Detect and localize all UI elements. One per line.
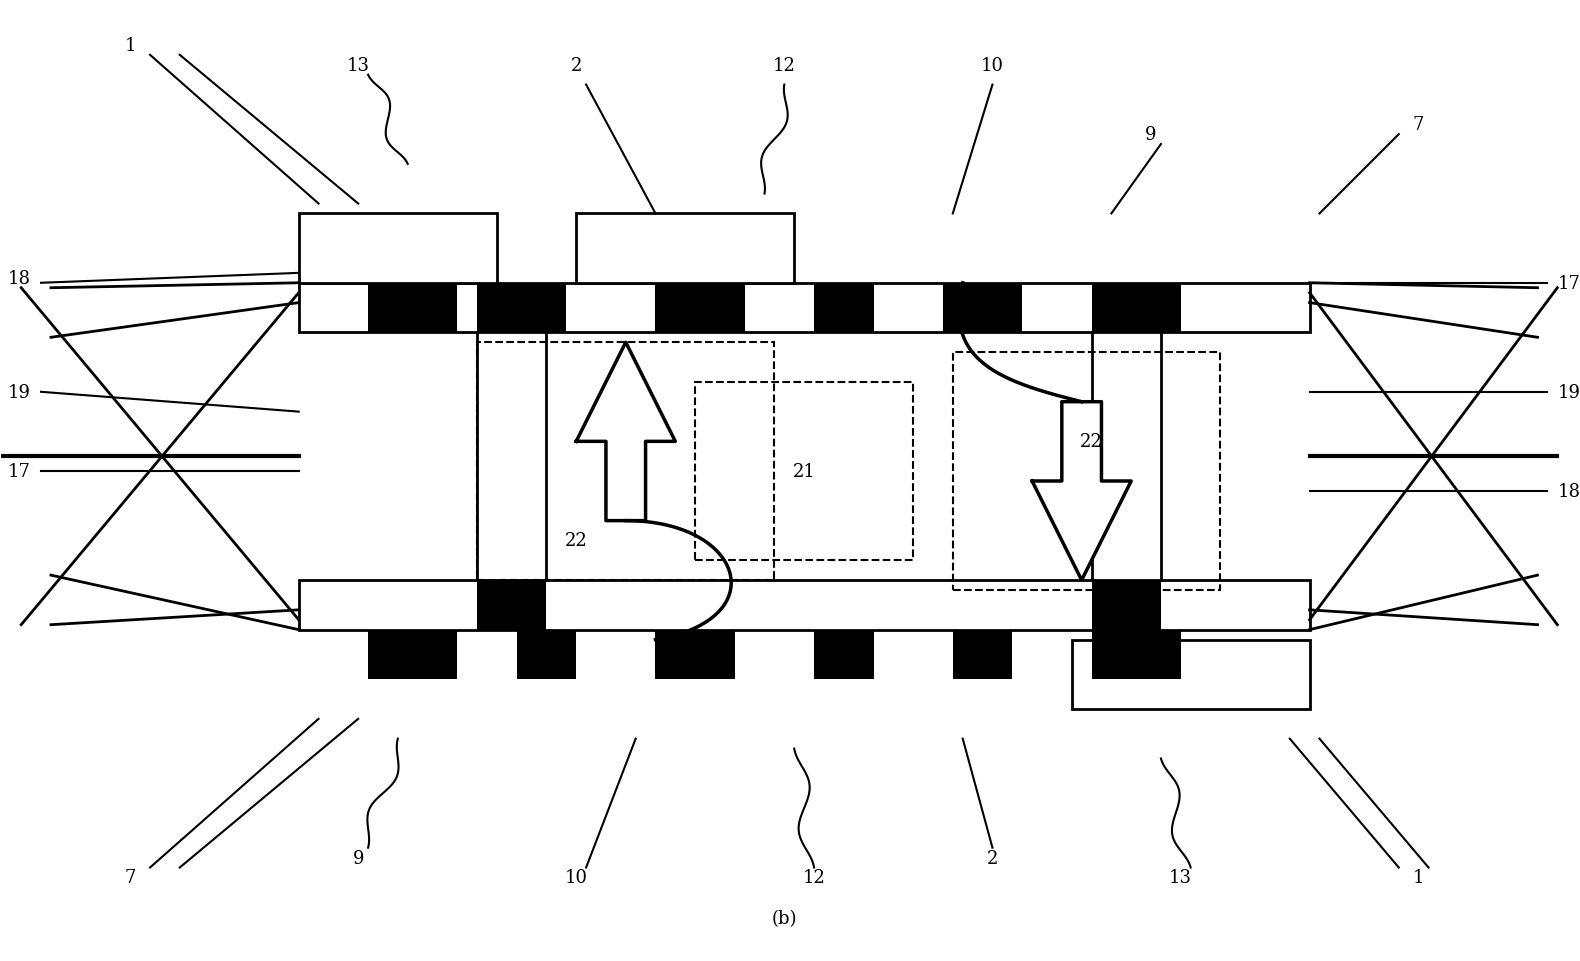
Bar <box>477 580 547 630</box>
Polygon shape <box>577 343 675 521</box>
Bar <box>1092 333 1161 580</box>
Text: 2: 2 <box>570 57 581 75</box>
Text: 17: 17 <box>1558 275 1580 292</box>
Text: 10: 10 <box>981 57 1003 75</box>
Text: 19: 19 <box>1558 383 1580 402</box>
Text: 9: 9 <box>352 849 363 867</box>
Text: 18: 18 <box>1558 482 1580 501</box>
Bar <box>299 214 498 283</box>
Bar <box>299 580 1310 630</box>
Bar <box>814 283 874 333</box>
Polygon shape <box>1032 403 1131 580</box>
Text: 1: 1 <box>125 37 136 55</box>
Bar <box>656 283 744 333</box>
Bar <box>577 214 795 283</box>
Bar <box>1101 283 1180 333</box>
Bar <box>1092 283 1161 333</box>
Text: 2: 2 <box>988 849 999 867</box>
Text: 7: 7 <box>125 869 136 886</box>
Text: 12: 12 <box>773 57 796 75</box>
Text: 9: 9 <box>1146 126 1157 144</box>
Text: 22: 22 <box>564 531 588 550</box>
Bar <box>368 630 457 679</box>
Text: 13: 13 <box>346 57 370 75</box>
Bar <box>1092 580 1161 630</box>
Bar <box>1092 630 1180 679</box>
Text: 10: 10 <box>564 869 588 886</box>
Bar <box>695 382 913 560</box>
Bar <box>477 333 547 580</box>
Bar <box>814 630 874 679</box>
Text: 22: 22 <box>1081 432 1103 451</box>
Bar <box>656 630 735 679</box>
Bar <box>477 343 774 580</box>
Text: 13: 13 <box>1169 869 1193 886</box>
Text: 17: 17 <box>8 462 32 480</box>
Bar <box>1071 640 1310 709</box>
Text: 18: 18 <box>8 269 32 287</box>
Bar <box>477 283 547 333</box>
Bar <box>507 283 566 333</box>
Text: 1: 1 <box>1413 869 1424 886</box>
Bar <box>943 283 1022 333</box>
Text: 12: 12 <box>803 869 825 886</box>
Bar <box>953 630 1013 679</box>
Text: (b): (b) <box>771 909 796 927</box>
Bar <box>368 283 457 333</box>
Text: 21: 21 <box>793 462 815 480</box>
Bar <box>953 353 1220 590</box>
Text: 7: 7 <box>1413 116 1424 135</box>
Bar <box>517 630 577 679</box>
Bar <box>299 283 1310 333</box>
Bar <box>1092 630 1141 659</box>
Text: 19: 19 <box>8 383 32 402</box>
